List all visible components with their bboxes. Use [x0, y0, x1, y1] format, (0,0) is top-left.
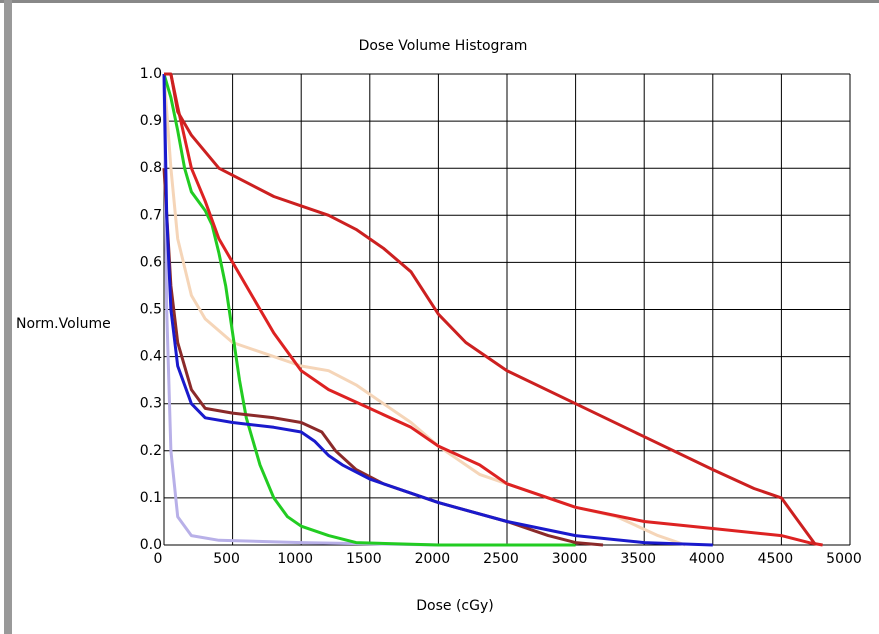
y-tick-label: 0.7 — [140, 207, 162, 223]
dvh-curve — [162, 73, 439, 547]
y-tick-label: 0.0 — [140, 537, 162, 553]
chart-title: Dose Volume Histogram — [359, 38, 528, 54]
y-tick-label: 0.1 — [140, 490, 162, 506]
dvh-curve — [162, 73, 576, 547]
y-tick-label: 0.3 — [140, 396, 162, 412]
y-tick-label: 1.0 — [140, 66, 162, 82]
dvh-curve — [164, 72, 817, 546]
x-tick-label: 2000 — [415, 551, 451, 567]
y-tick-label: 0.4 — [140, 349, 162, 365]
x-tick-label: 1000 — [277, 551, 313, 567]
dvh-curve — [169, 73, 823, 547]
x-tick-label: 0 — [154, 551, 163, 567]
y-axis-label: Norm.Volume — [16, 316, 111, 332]
x-tick-label: 4000 — [689, 551, 725, 567]
y-tick-label: 0.8 — [140, 160, 162, 176]
y-tick-label: 0.6 — [140, 254, 162, 270]
x-tick-label: 5000 — [826, 551, 862, 567]
window-top-edge — [0, 0, 879, 3]
dvh-curve — [162, 73, 713, 547]
x-tick-label: 3000 — [552, 551, 588, 567]
x-axis-label: Dose (cGy) — [416, 598, 493, 614]
window-left-edge — [4, 0, 12, 634]
dvh-curve — [162, 168, 604, 547]
x-tick-label: 1500 — [346, 551, 382, 567]
y-tick-label: 0.5 — [140, 302, 162, 318]
x-tick-label: 4500 — [758, 551, 794, 567]
x-tick-label: 2500 — [483, 551, 519, 567]
y-tick-label: 0.9 — [140, 113, 162, 129]
x-tick-label: 500 — [213, 551, 240, 567]
y-tick-label: 0.2 — [140, 443, 162, 459]
x-tick-label: 3500 — [620, 551, 656, 567]
